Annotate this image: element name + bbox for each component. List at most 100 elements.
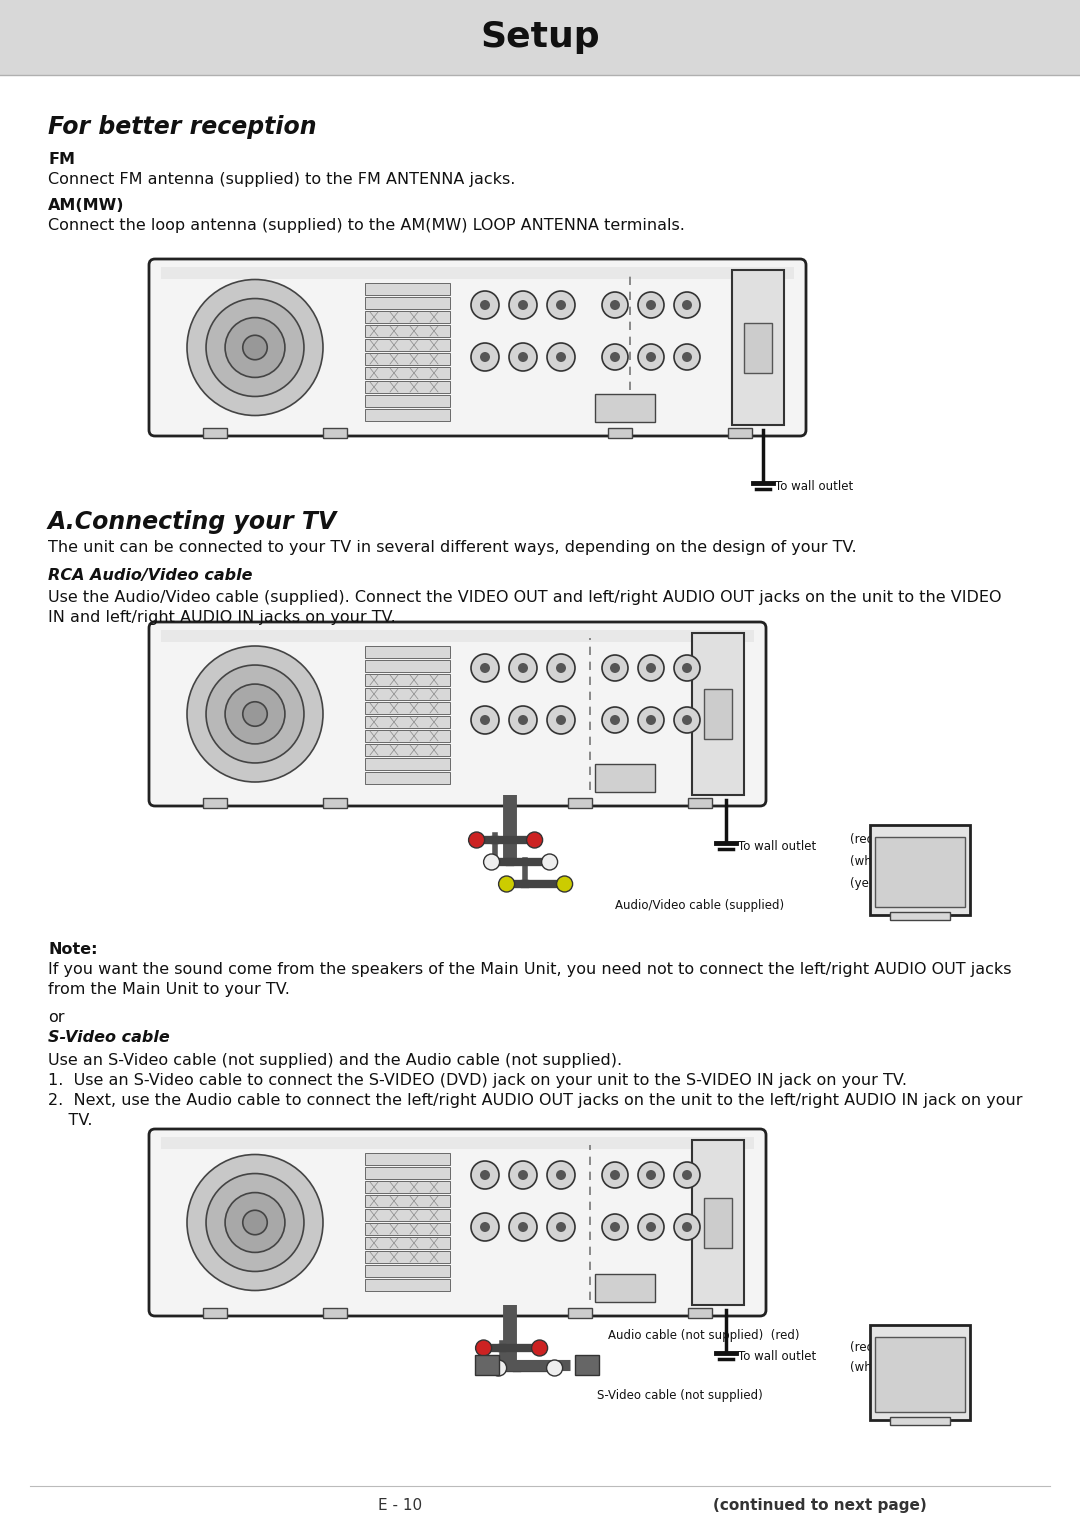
Text: 2.  Next, use the Audio cable to connect the left/right AUDIO OUT jacks on the u: 2. Next, use the Audio cable to connect …: [48, 1093, 1023, 1108]
Circle shape: [610, 1170, 620, 1180]
Text: IN and left/right AUDIO IN jacks on your TV.: IN and left/right AUDIO IN jacks on your…: [48, 610, 395, 626]
Bar: [365, 772, 450, 784]
Circle shape: [518, 1222, 528, 1231]
Circle shape: [556, 876, 572, 893]
Bar: [365, 282, 450, 295]
Circle shape: [681, 301, 692, 310]
Bar: [365, 382, 450, 394]
Circle shape: [471, 707, 499, 734]
Circle shape: [471, 291, 499, 319]
Circle shape: [509, 655, 537, 682]
Circle shape: [225, 1193, 285, 1253]
Circle shape: [546, 1161, 575, 1189]
Circle shape: [602, 291, 627, 317]
Text: (white): (white): [850, 856, 892, 868]
Text: Note:: Note:: [48, 942, 97, 957]
Text: The unit can be connected to your TV in several different ways, depending on the: The unit can be connected to your TV in …: [48, 540, 856, 555]
Bar: [890, 1418, 950, 1425]
Bar: [365, 298, 450, 308]
Circle shape: [480, 1222, 490, 1231]
Circle shape: [674, 291, 700, 317]
Circle shape: [556, 301, 566, 310]
Text: E - 10: E - 10: [378, 1499, 422, 1512]
Bar: [365, 661, 450, 671]
Bar: [0, 0, 1080, 75]
Bar: [161, 267, 794, 279]
Bar: [203, 1308, 227, 1318]
Bar: [692, 1140, 744, 1305]
Bar: [365, 645, 450, 658]
Bar: [704, 1198, 732, 1247]
Bar: [203, 798, 227, 807]
Text: To wall outlet: To wall outlet: [738, 1349, 816, 1363]
Circle shape: [646, 662, 656, 673]
Circle shape: [471, 343, 499, 371]
Bar: [365, 353, 450, 365]
Bar: [365, 339, 450, 351]
Circle shape: [531, 1340, 548, 1357]
Text: S-Video cable (not supplied): S-Video cable (not supplied): [597, 1389, 762, 1401]
Bar: [365, 1238, 450, 1248]
Bar: [595, 394, 654, 423]
Circle shape: [484, 855, 500, 870]
Circle shape: [556, 353, 566, 362]
Bar: [365, 745, 450, 755]
Bar: [732, 270, 784, 426]
Bar: [704, 690, 732, 739]
Circle shape: [674, 707, 700, 732]
Circle shape: [509, 707, 537, 734]
Text: Connect FM antenna (supplied) to the FM ANTENNA jacks.: Connect FM antenna (supplied) to the FM …: [48, 172, 515, 188]
Circle shape: [681, 1170, 692, 1180]
Bar: [595, 765, 654, 792]
Text: (red): (red): [850, 833, 879, 847]
Circle shape: [206, 1173, 303, 1271]
Circle shape: [518, 301, 528, 310]
Text: Use the Audio/Video cable (supplied). Connect the VIDEO OUT and left/right AUDIO: Use the Audio/Video cable (supplied). Co…: [48, 591, 1001, 604]
Bar: [365, 1209, 450, 1221]
Circle shape: [681, 662, 692, 673]
Text: (white): (white): [850, 1361, 892, 1375]
Bar: [365, 325, 450, 337]
Text: S-Video cable: S-Video cable: [48, 1030, 170, 1045]
Bar: [365, 688, 450, 700]
Circle shape: [187, 1155, 323, 1291]
Circle shape: [610, 716, 620, 725]
Bar: [365, 1279, 450, 1291]
Bar: [365, 716, 450, 728]
Bar: [365, 1265, 450, 1277]
Circle shape: [602, 1161, 627, 1189]
Text: 1.  Use an S-Video cable to connect the S-VIDEO (DVD) jack on your unit to the S: 1. Use an S-Video cable to connect the S…: [48, 1073, 907, 1088]
Circle shape: [602, 707, 627, 732]
Circle shape: [471, 655, 499, 682]
Circle shape: [546, 655, 575, 682]
Circle shape: [646, 716, 656, 725]
Circle shape: [480, 301, 490, 310]
Circle shape: [480, 1170, 490, 1180]
Circle shape: [469, 832, 485, 848]
Bar: [744, 322, 772, 372]
Bar: [870, 1325, 970, 1421]
Bar: [365, 1167, 450, 1180]
Circle shape: [674, 1161, 700, 1189]
Text: To wall outlet: To wall outlet: [775, 479, 853, 493]
Circle shape: [225, 317, 285, 377]
Circle shape: [638, 655, 664, 681]
Circle shape: [546, 343, 575, 371]
Bar: [365, 1154, 450, 1164]
Circle shape: [541, 855, 557, 870]
Circle shape: [243, 702, 267, 726]
Circle shape: [556, 662, 566, 673]
Circle shape: [638, 291, 664, 317]
Circle shape: [518, 662, 528, 673]
Circle shape: [674, 1215, 700, 1241]
Bar: [323, 1308, 347, 1318]
Bar: [365, 758, 450, 771]
Circle shape: [509, 343, 537, 371]
Circle shape: [225, 684, 285, 743]
Bar: [474, 1355, 499, 1375]
Circle shape: [610, 1222, 620, 1231]
Bar: [365, 1181, 450, 1193]
Circle shape: [602, 655, 627, 681]
Bar: [688, 798, 712, 807]
Bar: [875, 836, 966, 906]
